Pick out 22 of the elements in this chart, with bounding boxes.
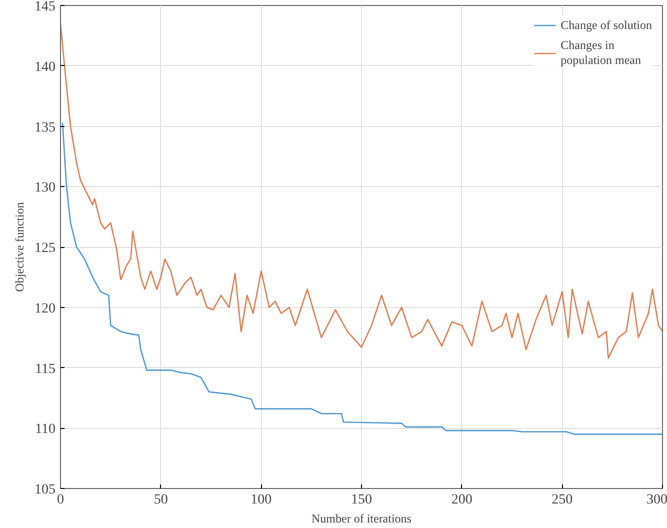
x-tick-label: 50 — [154, 492, 168, 508]
x-axis-title: Number of iterations — [312, 512, 412, 526]
y-tick-label: 135 — [34, 120, 56, 136]
y-tick-label: 120 — [34, 301, 56, 316]
legend-label: Change of solution — [560, 18, 652, 32]
x-tick-label: 200 — [451, 492, 472, 508]
x-tick-label: 250 — [552, 492, 573, 508]
y-tick-label: 145 — [34, 0, 56, 14]
y-axis-title: Objective function — [12, 202, 26, 292]
x-tick-label: 150 — [351, 492, 372, 508]
line-series — [60, 22, 662, 359]
y-tick-label: 110 — [35, 422, 56, 438]
x-tick-label: 0 — [57, 492, 64, 508]
y-tick-label: 105 — [34, 482, 56, 498]
x-tick-label: 100 — [250, 492, 272, 508]
y-tick-label: 115 — [35, 362, 56, 377]
legend-label: Changes in population mean — [560, 38, 641, 68]
y-tick-label: 140 — [34, 60, 56, 75]
x-tick-label: 300 — [646, 492, 667, 508]
y-tick-label: 130 — [34, 180, 56, 196]
y-tick-label: 125 — [34, 241, 56, 256]
line-series — [62, 122, 662, 435]
